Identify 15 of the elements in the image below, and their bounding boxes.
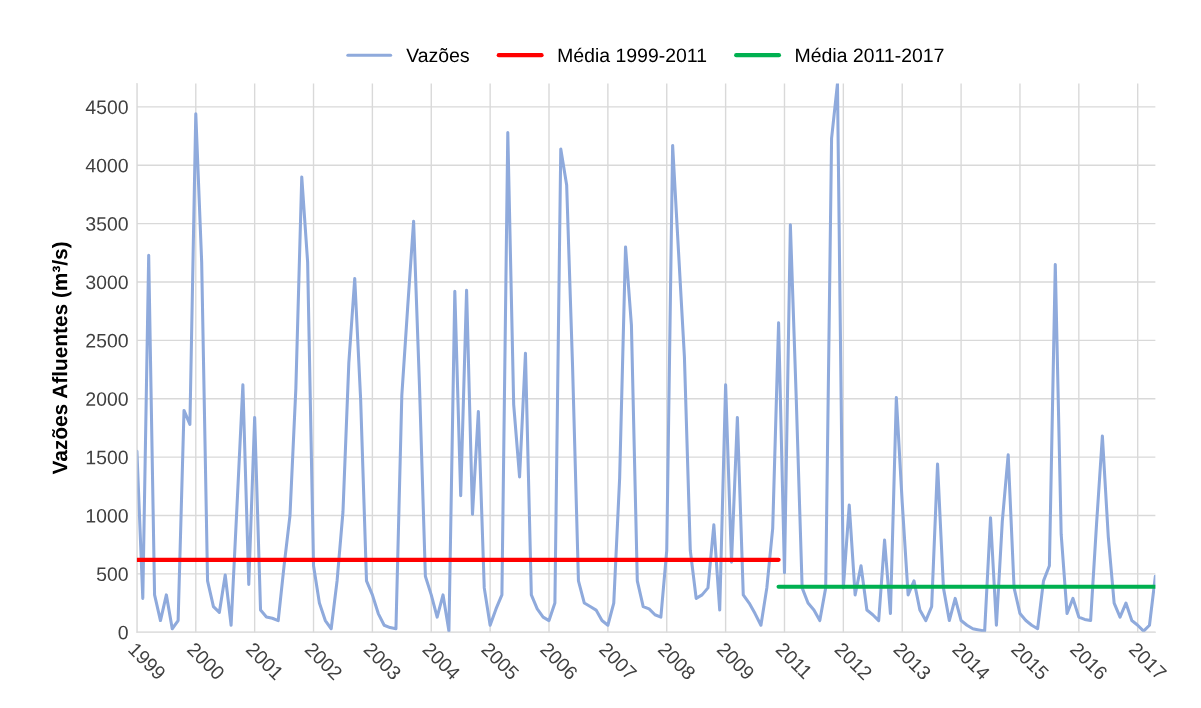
y-tick-label: 2000 (86, 392, 128, 406)
y-tick-label: 4000 (85, 158, 128, 173)
y-tick-label: 500 (96, 567, 128, 582)
y-tick-label: 3000 (86, 275, 128, 290)
y-tick-label: 0 (118, 625, 128, 640)
y-axis-title: Vazões Afluentes (m³/s) (52, 242, 72, 475)
legend-label: Média 2011-2017 (796, 47, 944, 63)
y-tick-label: 2500 (86, 333, 128, 348)
legend-label: Média 1999-2011 (558, 47, 707, 63)
y-tick-label: 3500 (86, 217, 128, 231)
y-tick-label: 4500 (85, 100, 128, 115)
line-series (136, 83, 1156, 633)
legend-label: Vazões (406, 48, 469, 63)
y-tick-label: 1500 (86, 450, 128, 465)
y-tick-label: 1000 (86, 508, 128, 523)
